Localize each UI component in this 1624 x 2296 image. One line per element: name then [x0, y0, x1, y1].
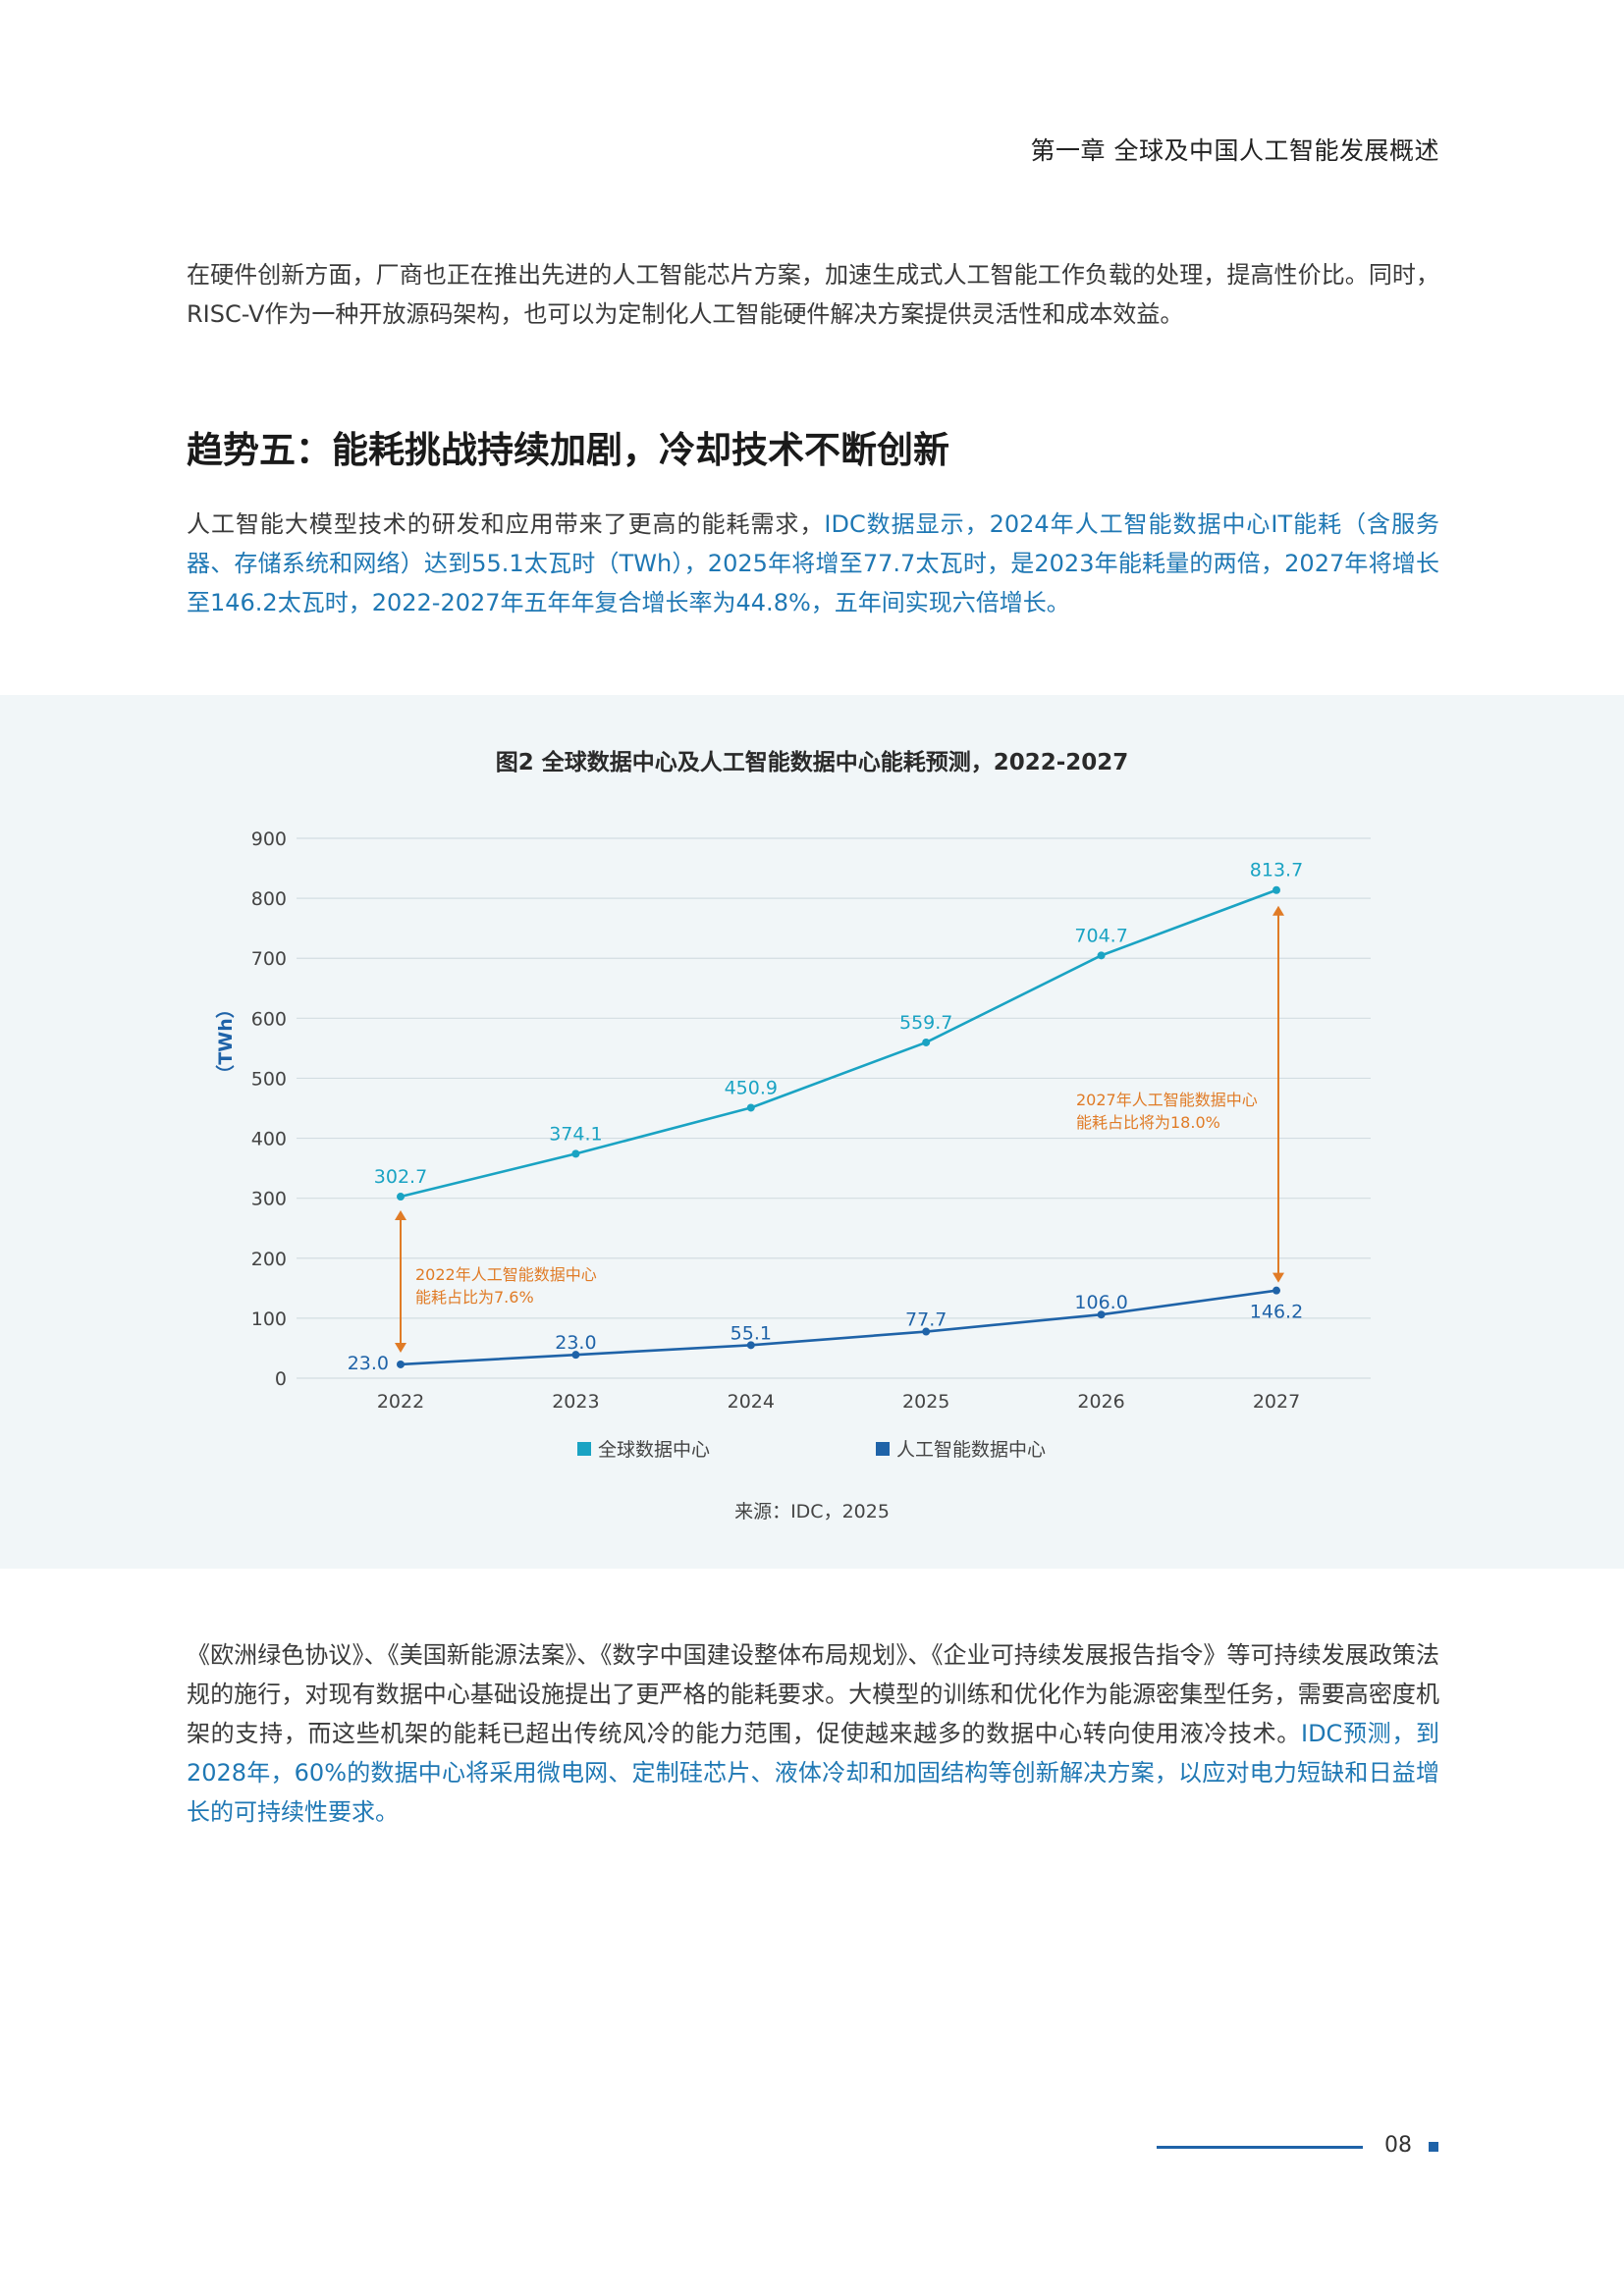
paragraph-hardware: 在硬件创新方面，厂商也正在推出先进的人工智能芯片方案，加速生成式人工智能工作负载… — [187, 261, 1439, 328]
series-line — [400, 1289, 1277, 1366]
data-label: 704.7 — [1074, 925, 1127, 946]
x-tick-label: 2025 — [902, 1391, 949, 1413]
data-label: 302.7 — [374, 1166, 427, 1188]
annotation-text: 2027年人工智能数据中心 — [1076, 1091, 1258, 1109]
x-tick-label: 2027 — [1253, 1391, 1300, 1413]
paragraph-policy: 《欧洲绿色协议》、《美国新能源法案》、《数字中国建设整体布局规划》、《企业可持续… — [187, 1635, 1439, 1832]
data-label: 559.7 — [899, 1012, 952, 1034]
data-label: 55.1 — [731, 1322, 772, 1344]
energy-line-chart: 图2 全球数据中心及人工智能数据中心能耗预测，2022-2027 （TWh） 0… — [214, 749, 1371, 1522]
x-tick-label: 2024 — [728, 1391, 775, 1413]
paragraph-energy-intro: 人工智能大模型技术的研发和应用带来了更高的能耗需求， — [187, 510, 825, 538]
data-label: 374.1 — [549, 1123, 602, 1145]
data-point — [746, 1341, 755, 1350]
y-tick-label: 100 — [251, 1308, 287, 1330]
chart-title: 图2 全球数据中心及人工智能数据中心能耗预测，2022-2027 — [496, 749, 1129, 775]
y-tick-label: 800 — [251, 888, 287, 910]
x-tick-label: 2026 — [1077, 1391, 1124, 1413]
y-tick-label: 700 — [251, 948, 287, 970]
data-point — [397, 1193, 405, 1201]
x-tick-label: 2022 — [377, 1391, 424, 1413]
legend-swatch-icon — [876, 1442, 890, 1456]
legend-swatch-icon — [577, 1442, 591, 1456]
data-point — [1097, 1310, 1106, 1319]
data-label: 23.0 — [348, 1353, 389, 1374]
y-tick-label: 400 — [251, 1129, 287, 1150]
y-tick-label: 600 — [251, 1008, 287, 1030]
data-point — [1097, 951, 1106, 960]
data-label: 77.7 — [905, 1309, 947, 1331]
section-heading: 趋势五：能耗挑战持续加剧，冷却技术不断创新 — [187, 429, 949, 471]
series-line — [400, 888, 1277, 1199]
data-point — [571, 1351, 580, 1360]
arrow-head-down-icon — [395, 1342, 406, 1353]
chart-source: 来源：IDC，2025 — [734, 1501, 890, 1522]
y-tick-label: 0 — [275, 1368, 287, 1390]
x-tick-label: 2023 — [552, 1391, 599, 1413]
legend-label: 全球数据中心 — [598, 1439, 710, 1461]
paragraph-energy-highlight: IDC数据显示，2024年人工智能数据中心IT能耗（含服务器、存储系统和网络）达… — [187, 510, 1439, 616]
arrow-head-up-icon — [395, 1210, 406, 1221]
data-label: 23.0 — [555, 1332, 596, 1354]
y-axis-label: （TWh） — [214, 999, 237, 1083]
data-point — [922, 1327, 931, 1336]
data-point — [746, 1103, 755, 1112]
data-label: 450.9 — [725, 1077, 778, 1098]
chart-panel: 图2 全球数据中心及人工智能数据中心能耗预测，2022-2027 （TWh） 0… — [0, 695, 1624, 1569]
data-point — [1272, 885, 1280, 894]
data-label: 146.2 — [1250, 1302, 1303, 1323]
data-point — [922, 1038, 931, 1046]
annotation-text: 能耗占比将为18.0% — [1076, 1113, 1220, 1132]
data-point — [397, 1360, 405, 1368]
y-tick-label: 500 — [251, 1068, 287, 1090]
annotation-text: 能耗占比为7.6% — [415, 1288, 534, 1307]
paragraph-energy: 人工智能大模型技术的研发和应用带来了更高的能耗需求，IDC数据显示，2024年人… — [187, 505, 1439, 622]
annotation-text: 2022年人工智能数据中心 — [415, 1265, 597, 1284]
arrow-head-up-icon — [1272, 905, 1284, 916]
chapter-title: 第一章 全球及中国人工智能发展概述 — [1030, 136, 1439, 165]
data-label: 106.0 — [1074, 1292, 1127, 1313]
page-number: 08 — [1384, 2133, 1412, 2158]
paragraph-policy-intro: 《欧洲绿色协议》、《美国新能源法案》、《数字中国建设整体布局规划》、《企业可持续… — [187, 1641, 1439, 1747]
y-tick-label: 200 — [251, 1249, 287, 1270]
legend-label: 人工智能数据中心 — [896, 1439, 1046, 1461]
data-point — [571, 1149, 580, 1158]
data-point — [1272, 1286, 1280, 1295]
page-marker-icon — [1429, 2142, 1438, 2152]
footer-divider — [1157, 2146, 1363, 2149]
paragraph-policy-highlight: IDC预测，到2028年，60%的数据中心将采用微电网、定制硅芯片、液体冷却和加… — [187, 1720, 1439, 1826]
data-label: 813.7 — [1250, 860, 1303, 881]
arrow-head-down-icon — [1272, 1272, 1284, 1283]
y-tick-label: 900 — [251, 828, 287, 850]
y-tick-label: 300 — [251, 1189, 287, 1210]
